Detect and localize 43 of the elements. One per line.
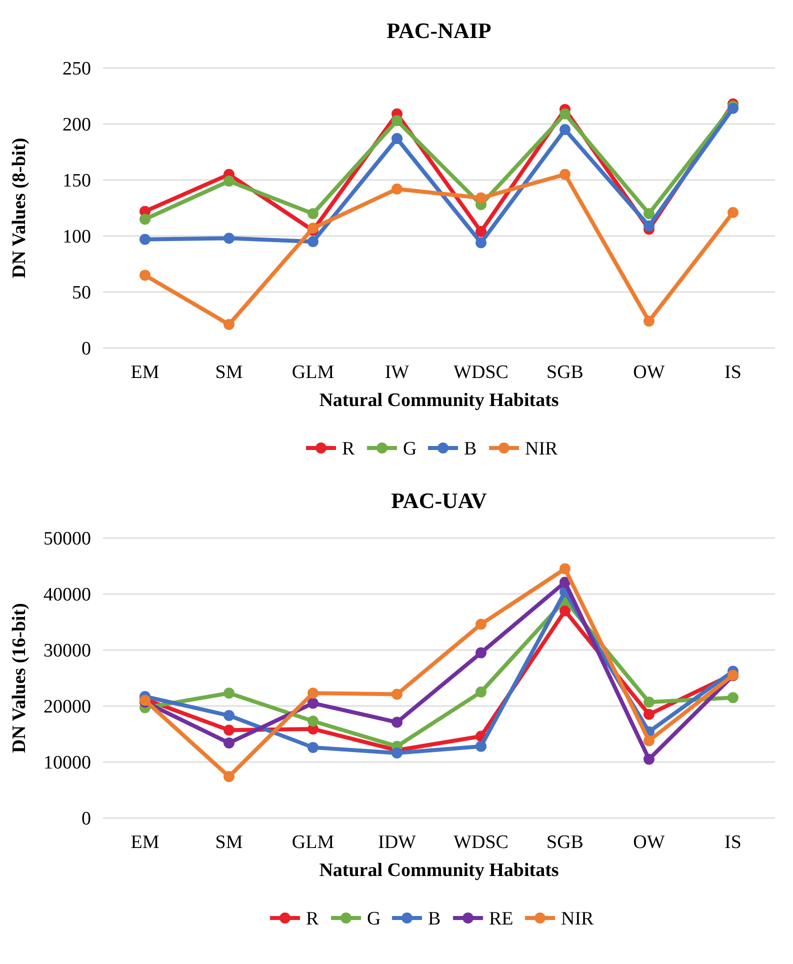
x-tick-label: IS <box>724 832 742 853</box>
y-tick-label: 0 <box>82 808 91 830</box>
y-axis-title: DN Values (16-bit) <box>9 603 30 753</box>
legend-label: B <box>428 908 441 930</box>
chart-title: PAC-NAIP <box>386 18 492 43</box>
y-tick-label: 50000 <box>44 528 91 550</box>
x-tick-label: SGB <box>546 832 584 853</box>
x-tick-label: WDSC <box>454 362 508 383</box>
x-tick-label: SM <box>215 832 243 853</box>
x-tick-label: OW <box>633 832 665 853</box>
legend-label: NIR <box>525 438 558 460</box>
x-tick-label: WDSC <box>454 832 508 853</box>
y-tick-label: 200 <box>62 114 91 136</box>
x-tick-label: EM <box>130 362 160 383</box>
x-tick-label: GLM <box>292 362 334 383</box>
y-tick-label: 10000 <box>44 752 91 774</box>
legend-label: G <box>367 908 381 930</box>
legend-label: RE <box>489 908 514 930</box>
legend-label: G <box>403 438 417 460</box>
x-tick-label: EM <box>130 832 160 853</box>
x-tick-label: IW <box>384 362 410 383</box>
y-tick-label: 100 <box>62 226 91 248</box>
y-tick-label: 40000 <box>44 584 91 606</box>
legend-label: B <box>464 438 477 460</box>
x-tick-label: IS <box>724 362 742 383</box>
y-axis-title: DN Values (8-bit) <box>9 138 30 278</box>
x-tick-label: OW <box>633 362 665 383</box>
chart-title: PAC-UAV <box>391 488 487 513</box>
x-axis-title: Natural Community Habitats <box>319 860 559 881</box>
y-tick-label: 250 <box>62 58 91 80</box>
y-tick-label: 50 <box>72 282 91 304</box>
y-tick-label: 0 <box>82 338 91 360</box>
y-tick-label: 20000 <box>44 696 91 718</box>
legend-label: NIR <box>561 908 594 930</box>
x-tick-label: IDW <box>378 832 416 853</box>
y-tick-label: 30000 <box>44 640 91 662</box>
x-axis-title: Natural Community Habitats <box>319 390 559 411</box>
y-tick-label: 150 <box>62 170 91 192</box>
x-tick-label: SM <box>215 362 243 383</box>
legend-label: R <box>342 438 355 460</box>
legend-label: R <box>306 908 319 930</box>
x-tick-label: SGB <box>546 362 584 383</box>
x-tick-label: GLM <box>292 832 334 853</box>
